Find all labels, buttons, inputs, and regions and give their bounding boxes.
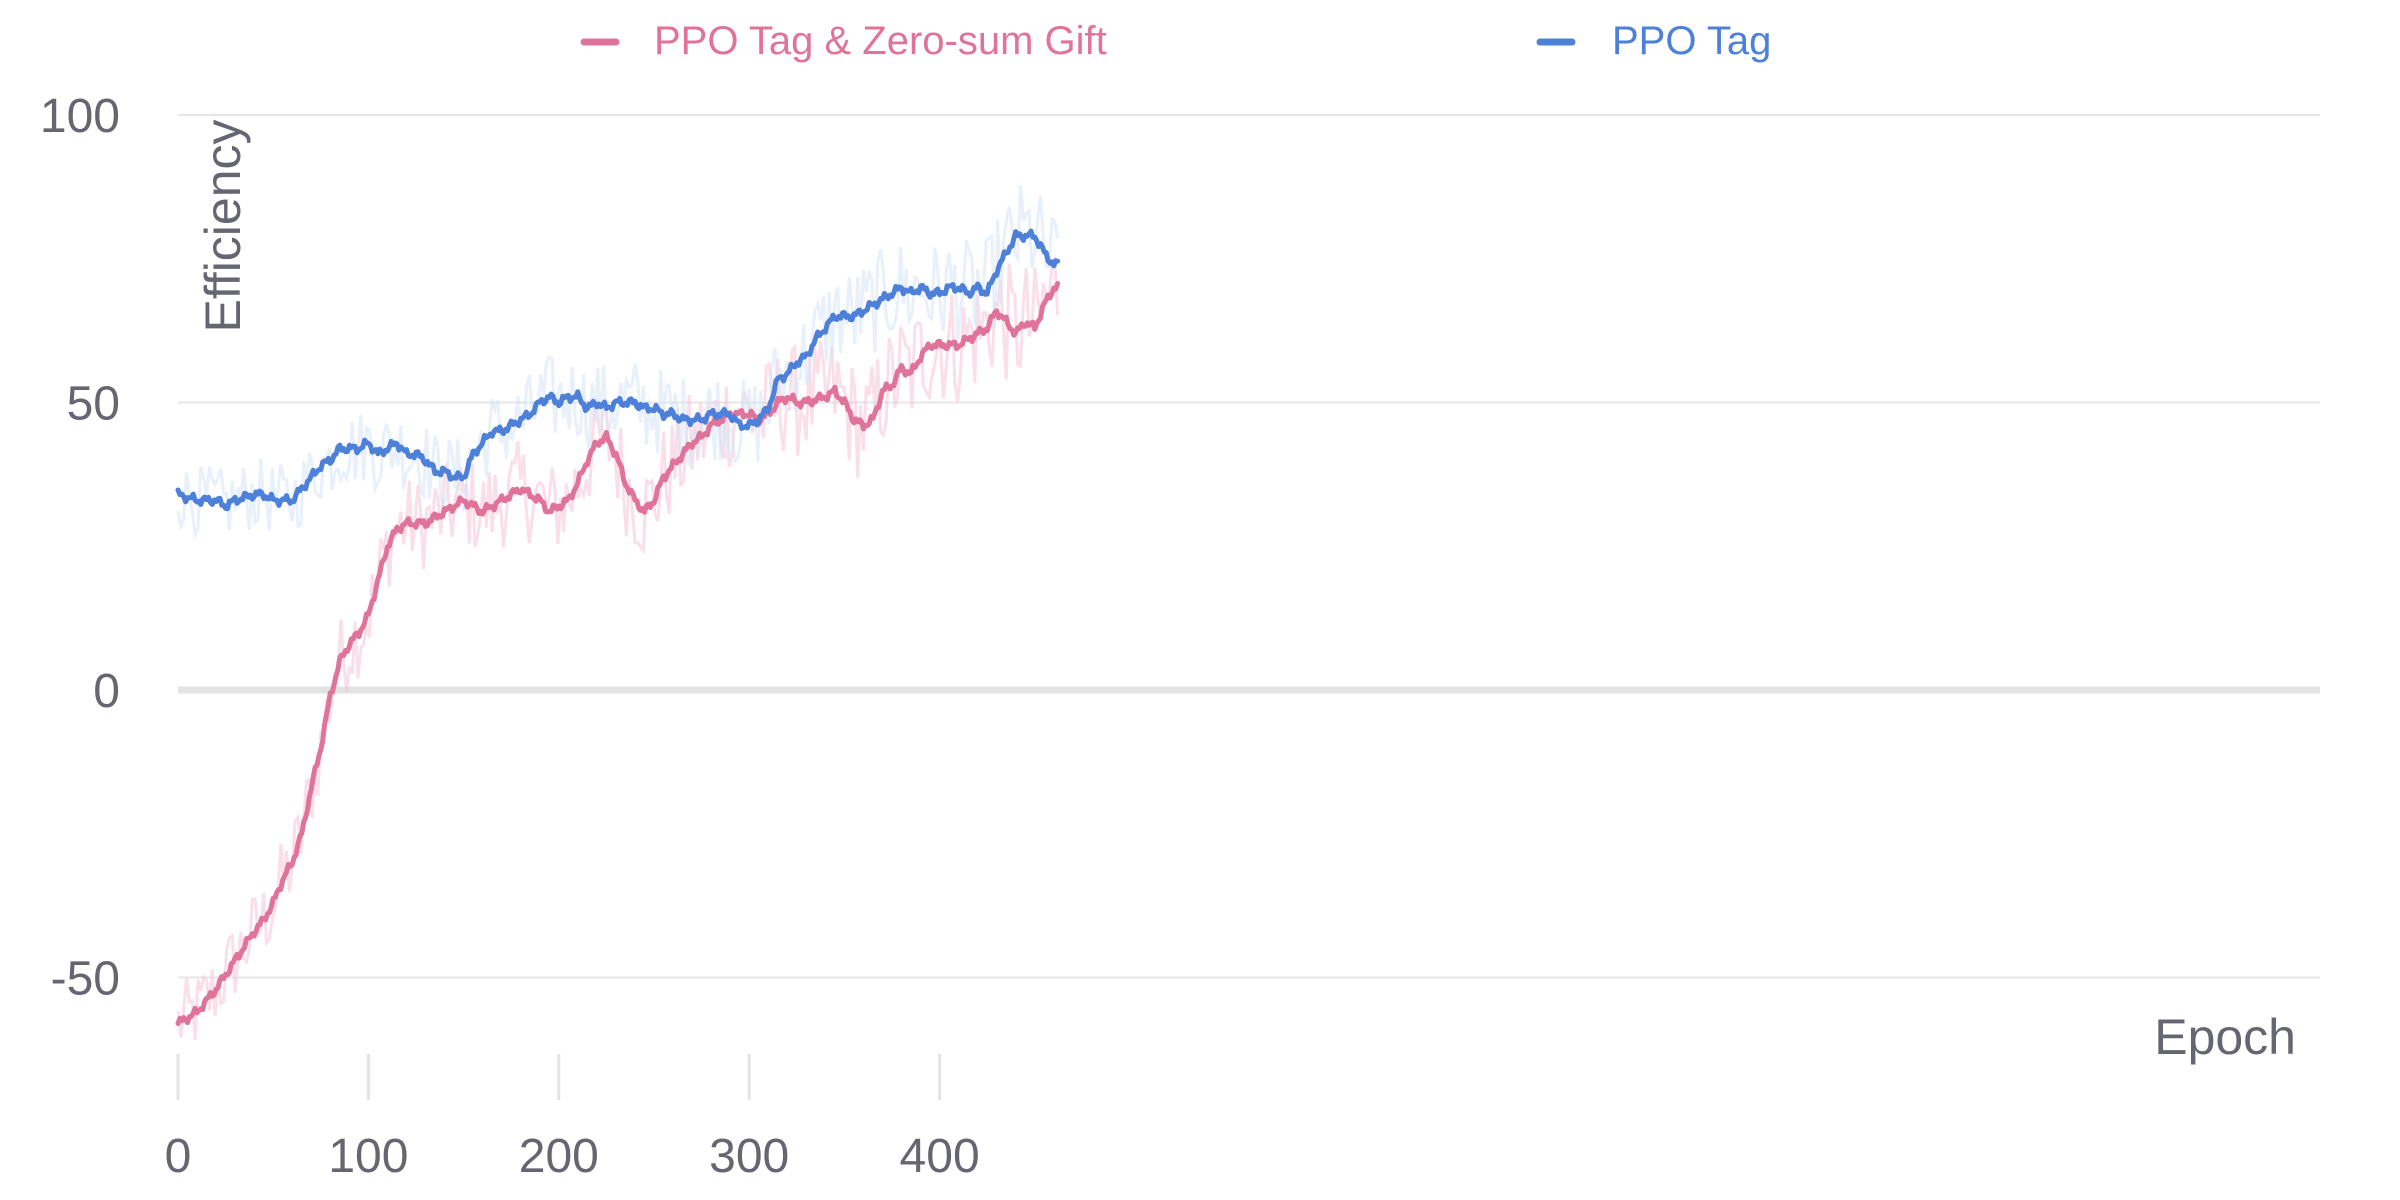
x-tick-labels: 0 100 200 300 400 bbox=[165, 1130, 980, 1183]
series-line-ppo-tag-zero-sum-gift[interactable] bbox=[175, 280, 1061, 1026]
x-tick-label: 200 bbox=[519, 1130, 599, 1183]
y-tick-labels: 100 50 0 -50 bbox=[40, 90, 120, 1006]
y-tick-label: -50 bbox=[51, 953, 120, 1006]
legend-item-ppo-tag-zero-sum-gift[interactable]: PPO Tag & Zero-sum Gift bbox=[580, 19, 1107, 63]
series-line-ppo-tag[interactable] bbox=[175, 228, 1061, 512]
x-tick-label: 0 bbox=[165, 1130, 192, 1183]
raw-series-lines bbox=[176, 185, 1060, 1040]
x-tick-label: 100 bbox=[328, 1130, 408, 1183]
legend: PPO Tag & Zero-sum Gift PPO Tag bbox=[580, 19, 1771, 63]
x-tick-label: 300 bbox=[709, 1130, 789, 1183]
y-tick-label: 0 bbox=[93, 665, 120, 718]
smoothed-series-lines bbox=[175, 228, 1061, 1026]
y-tick-label: 100 bbox=[40, 90, 120, 143]
x-axis-title: Epoch bbox=[2154, 1009, 2296, 1065]
legend-label-ppo-tag: PPO Tag bbox=[1612, 19, 1771, 63]
legend-item-ppo-tag[interactable]: PPO Tag bbox=[1536, 19, 1771, 63]
x-tick-label: 400 bbox=[900, 1130, 980, 1183]
y-tick-label: 50 bbox=[67, 378, 120, 431]
x-tick-marks bbox=[176, 1054, 942, 1100]
raw-series-line-ppo-tag bbox=[176, 185, 1060, 540]
legend-label-ppo-tag-zero-sum-gift: PPO Tag & Zero-sum Gift bbox=[654, 19, 1107, 63]
y-axis-title: Efficiency bbox=[195, 119, 251, 332]
raw-series-line-ppo-tag-zero-sum-gift bbox=[176, 253, 1060, 1040]
y-gridlines bbox=[178, 114, 2320, 979]
